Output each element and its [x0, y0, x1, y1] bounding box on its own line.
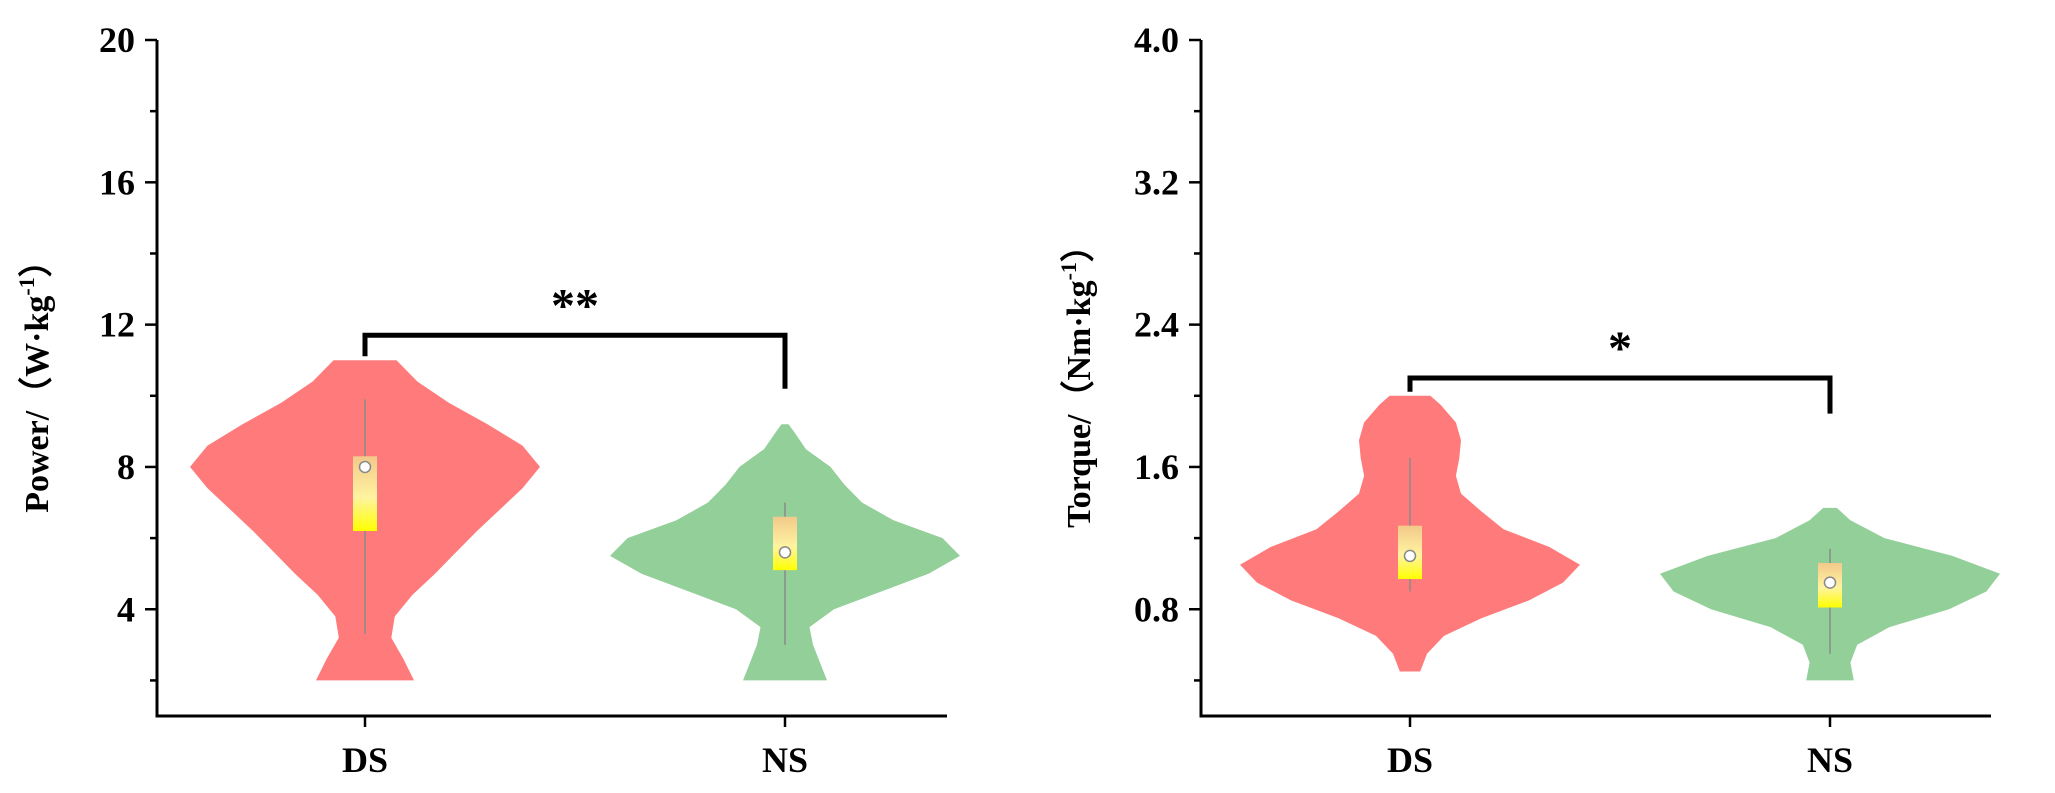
significance-bracket	[362, 332, 788, 389]
y-tick-label: 0.8	[1134, 589, 1179, 629]
y-tick-label: 4.0	[1134, 20, 1179, 60]
significance-label: **	[551, 279, 599, 332]
x-category-label-ns: NS	[762, 740, 808, 780]
x-category-label-ds: DS	[342, 740, 388, 780]
significance-bracket	[1407, 375, 1833, 414]
y-tick-label: 2.4	[1134, 305, 1179, 345]
box-ns	[773, 516, 797, 571]
y-tick-label: 8	[117, 447, 135, 487]
mean-marker-ds	[358, 460, 372, 474]
significance-label: *	[1608, 322, 1632, 375]
y-tick-label: 4	[117, 589, 135, 629]
x-category-label-ds: DS	[1387, 740, 1433, 780]
torque-violin-panel: 0.8 1.6 2.4 3.2 4.0 DS NS Torque/（Nm·kg-1） *	[1056, 20, 2000, 780]
y-tick-label: 1.6	[1134, 447, 1179, 487]
y-tick-label: 20	[99, 20, 135, 60]
mean-marker-ns	[778, 546, 792, 559]
y-tick-label: 12	[99, 305, 135, 345]
y-axis-label: Torque/（Nm·kg-1）	[1056, 228, 1098, 528]
power-violin-panel: 4 8 12 16 20 DS NS Power/（W·kg-1） **	[14, 20, 960, 780]
y-tick-label: 16	[99, 162, 135, 202]
y-axis-label: Power/（W·kg-1）	[14, 243, 56, 513]
x-category-label-ns: NS	[1807, 740, 1853, 780]
mean-marker-ds	[1403, 549, 1417, 563]
y-tick-label: 3.2	[1134, 162, 1179, 202]
mean-marker-ns	[1823, 576, 1837, 589]
